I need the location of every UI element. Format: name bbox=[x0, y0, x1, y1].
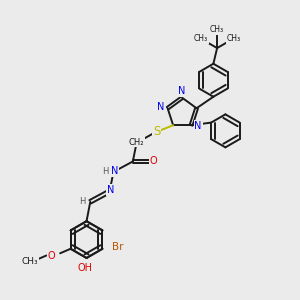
Text: N: N bbox=[107, 185, 114, 195]
Text: OH: OH bbox=[77, 263, 92, 273]
Text: O: O bbox=[47, 250, 55, 260]
Text: Br: Br bbox=[112, 242, 124, 252]
Text: H: H bbox=[79, 196, 85, 206]
Text: N: N bbox=[178, 86, 185, 96]
Text: S: S bbox=[153, 125, 160, 138]
Text: CH₃: CH₃ bbox=[226, 34, 240, 43]
Text: O: O bbox=[150, 157, 158, 166]
Text: CH₃: CH₃ bbox=[194, 34, 208, 43]
Text: N: N bbox=[111, 166, 118, 176]
Text: N: N bbox=[157, 103, 164, 112]
Text: CH₃: CH₃ bbox=[210, 25, 224, 34]
Text: CH₃: CH₃ bbox=[22, 257, 39, 266]
Text: H: H bbox=[102, 167, 108, 176]
Text: N: N bbox=[194, 121, 202, 131]
Text: CH₂: CH₂ bbox=[129, 137, 144, 146]
